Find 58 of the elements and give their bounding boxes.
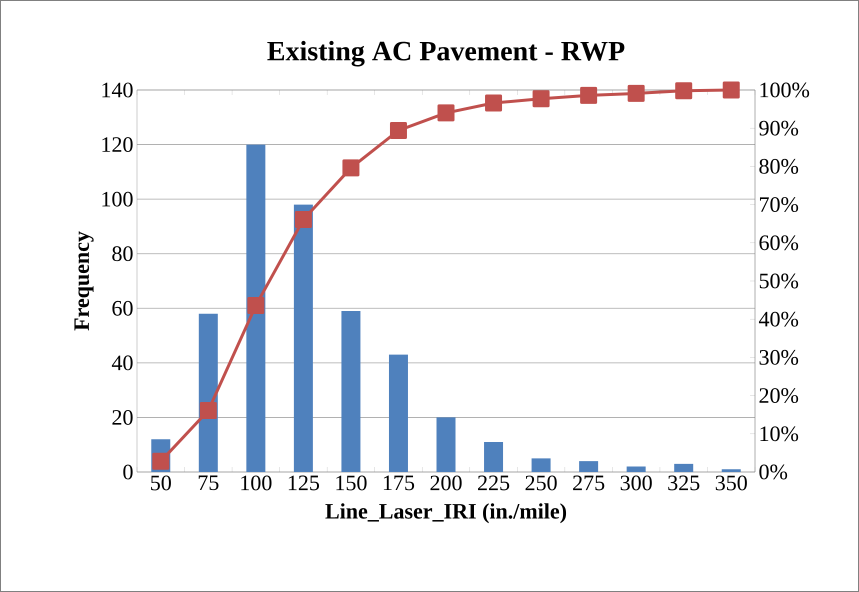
y2-tick-label: 90% <box>759 120 798 136</box>
x-tick-label: 250 <box>526 476 557 490</box>
chart-title: Existing AC Pavement - RWP <box>267 40 624 66</box>
point <box>294 210 312 228</box>
point <box>628 84 645 102</box>
point <box>438 104 455 122</box>
x-tick-label: 125 <box>288 476 320 490</box>
point <box>580 86 598 104</box>
bar <box>579 461 598 472</box>
point <box>342 159 360 176</box>
point <box>200 402 217 419</box>
x-tick-label: 200 <box>430 476 462 490</box>
x-tick-label: 75 <box>198 476 218 490</box>
x-tick-label: 325 <box>668 476 700 490</box>
x-tick-label: 225 <box>478 476 510 490</box>
x-tick-label: 175 <box>384 476 414 490</box>
bar <box>722 469 741 472</box>
y-tick-label: 120 <box>102 137 133 152</box>
point <box>675 82 692 100</box>
bar <box>341 311 360 472</box>
y2-tick-label: 40% <box>758 312 798 327</box>
bar <box>294 204 313 472</box>
y-tick-label: 20 <box>112 410 133 425</box>
y2-tick-label: 70% <box>760 197 798 212</box>
x-tick-label: 150 <box>336 476 367 490</box>
x-tick-label: 300 <box>620 476 652 490</box>
x-axis-title: Line_Laser_IRI (in./mile) <box>325 503 566 524</box>
bar <box>532 458 551 472</box>
point <box>485 94 502 112</box>
x-tick-label: 350 <box>716 476 747 490</box>
bar <box>436 417 456 472</box>
y-tick-label: 140 <box>102 82 133 98</box>
bar <box>246 144 266 472</box>
y2-tick-label: 20% <box>760 388 798 404</box>
bar <box>674 464 694 472</box>
y-tick-label: 80 <box>112 246 133 262</box>
point <box>532 90 550 108</box>
point <box>390 122 407 139</box>
y-tick-label: 100 <box>102 192 133 207</box>
x-tick-label: 50 <box>151 476 171 490</box>
bar <box>626 466 646 472</box>
y-tick-label: 0 <box>123 464 133 480</box>
y2-tick-label: 50% <box>760 274 798 288</box>
x-tick-label: 275 <box>573 476 604 490</box>
y-axis-title: Frequency <box>74 231 94 331</box>
y-tick-label: 60 <box>112 300 133 316</box>
y2-tick-label: 100% <box>760 82 810 98</box>
x-tick-label: 100 <box>241 476 272 490</box>
y-tick-label: 40 <box>112 355 133 370</box>
y2-tick-label: 80% <box>759 158 798 174</box>
bar <box>388 354 408 472</box>
bar <box>484 442 504 472</box>
y2-tick-label: 60% <box>759 235 798 250</box>
y2-tick-label: 0% <box>759 464 788 480</box>
y2-tick-label: 10% <box>760 426 798 442</box>
y2-tick-label: 30% <box>760 350 798 365</box>
point <box>247 296 264 314</box>
point <box>722 81 740 98</box>
